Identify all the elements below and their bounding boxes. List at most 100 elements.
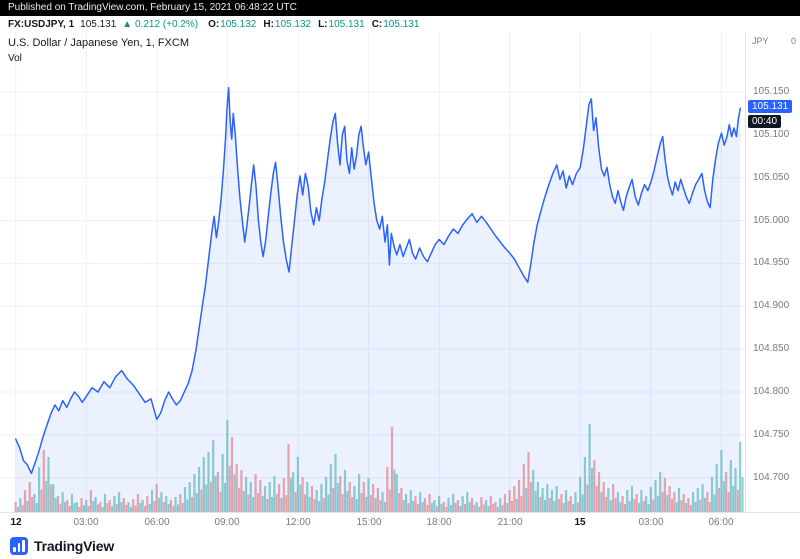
volume-bar	[73, 503, 76, 512]
volume-bar	[520, 496, 523, 512]
volume-bar	[739, 442, 742, 512]
volume-bar	[428, 494, 431, 512]
volume-bar	[122, 498, 125, 512]
volume-bar	[376, 488, 379, 512]
change-value: 0.212 (+0.2%)	[134, 18, 199, 30]
volume-bar	[127, 502, 130, 512]
volume-bar	[235, 464, 238, 512]
volume-bar	[181, 503, 184, 512]
volume-bar	[630, 486, 634, 512]
volume-bar	[47, 457, 50, 512]
volume-bar	[494, 502, 497, 512]
time-axis-label: 12:00	[285, 517, 311, 528]
volume-bar	[393, 469, 396, 512]
volume-bar	[435, 506, 438, 512]
volume-bar	[682, 494, 685, 512]
time-axis-label: 03:00	[73, 517, 99, 528]
volume-bar	[447, 498, 450, 512]
volume-bar	[327, 494, 330, 512]
tradingview-logo-icon	[10, 536, 28, 555]
time-axis-label: 21:00	[497, 517, 523, 528]
volume-bar	[642, 501, 645, 512]
volume-bar	[536, 482, 539, 512]
time-axis-label: 18:00	[426, 517, 452, 528]
volume-bar	[85, 500, 88, 512]
volume-bar	[17, 507, 19, 512]
published-text: Published on TradingView.com, February 1…	[8, 2, 297, 13]
volume-bar	[313, 499, 316, 512]
volume-bar	[421, 502, 424, 512]
volume-bar	[249, 482, 252, 512]
volume-bar	[179, 494, 182, 512]
volume-bar	[118, 492, 121, 512]
volume-bar	[186, 499, 189, 512]
volume-bar	[233, 474, 236, 512]
volume-bar	[336, 483, 339, 512]
up-arrow-icon: ▲	[122, 18, 133, 30]
volume-bar	[548, 498, 551, 512]
volume-bar	[306, 482, 309, 512]
volume-bar	[727, 492, 730, 512]
volume-bar	[635, 494, 638, 512]
volume-bar	[106, 503, 109, 512]
volume-bar	[155, 484, 158, 512]
volume-bar	[694, 502, 697, 512]
volume-bar	[66, 500, 69, 512]
volume-bar	[426, 505, 429, 512]
volume-bar	[101, 507, 104, 512]
price-axis-label: 104.850	[753, 343, 790, 354]
volume-bar	[628, 501, 631, 512]
current-price-label: 105.131	[748, 100, 793, 113]
volume-bar	[216, 472, 219, 512]
volume-bar	[52, 484, 55, 512]
volume-bar	[619, 502, 622, 512]
volume-bar	[558, 499, 561, 512]
ohlc-close: C: 105.131	[371, 18, 420, 30]
volume-bar	[621, 496, 624, 512]
volume-bar	[56, 496, 59, 512]
time-axis[interactable]: 12 03:00 06:00 09:00 12:00 15:00 18:00 21:00 15 0…	[0, 512, 800, 532]
chart-region: U.S. Dollar / Japanese Yen, 1, FXCM Vol …	[0, 32, 800, 512]
volume-bar	[263, 486, 267, 512]
price-axis-label: 105.150	[753, 86, 790, 97]
volume-bar	[685, 503, 688, 512]
volume-bar	[64, 502, 66, 512]
volume-bar	[94, 497, 97, 512]
volume-bar	[320, 484, 323, 512]
volume-bar	[33, 494, 36, 512]
symbol-name: FX:USDJPY, 1	[8, 18, 75, 30]
volume-bar	[482, 504, 485, 512]
volume-bar	[409, 490, 412, 512]
volume-bar	[449, 505, 452, 512]
volume-bar	[158, 498, 161, 512]
volume-bar	[247, 494, 250, 512]
volume-bar	[75, 502, 78, 512]
volume-bar	[532, 470, 535, 512]
volume-bar	[659, 472, 662, 512]
price-axis[interactable]: JPY 0 105.131 00:40 105.150 105.100 105.05…	[745, 32, 800, 512]
volume-bar	[663, 478, 666, 512]
volume-bar	[402, 500, 405, 512]
volume-bar	[496, 507, 499, 512]
volume-bar	[97, 504, 99, 512]
symbol-info-bar: FX:USDJPY, 1 105.131 ▲ 0.212 (+0.2%) O: 1…	[0, 16, 800, 32]
published-bar: Published on TradingView.com, February 1…	[0, 0, 800, 16]
volume-bar	[710, 477, 714, 512]
volume-bar	[517, 480, 521, 512]
volume-bar	[569, 496, 572, 512]
volume-bar	[725, 472, 728, 512]
volume-bar	[132, 499, 135, 512]
price-axis-label: 104.900	[753, 300, 790, 311]
volume-bar	[475, 502, 478, 512]
volume-bar	[346, 491, 349, 512]
volume-bar	[205, 484, 208, 512]
volume-bar	[576, 502, 579, 512]
volume-bar	[188, 482, 191, 512]
volume-bar	[544, 500, 546, 512]
volume-bar	[466, 492, 469, 512]
volume-bar	[322, 498, 325, 512]
volume-bar	[419, 492, 422, 512]
volume-bar	[722, 481, 725, 512]
tradingview-logo-link[interactable]: TradingView	[10, 536, 114, 555]
chart-canvas[interactable]: U.S. Dollar / Japanese Yen, 1, FXCM Vol	[0, 32, 745, 512]
